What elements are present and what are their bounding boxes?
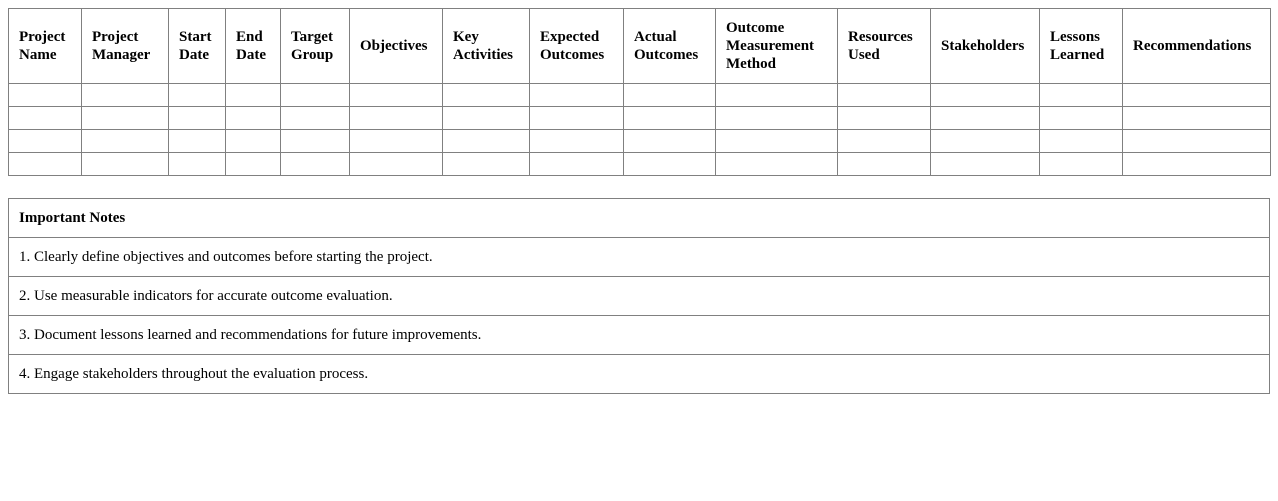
- table-cell: [623, 129, 716, 153]
- column-header: End Date: [225, 8, 281, 84]
- note-item: 2. Use measurable indicators for accurat…: [8, 276, 1270, 316]
- table-cell: [8, 106, 82, 130]
- table-row: [8, 152, 1271, 176]
- table-cell: [837, 83, 931, 107]
- table-cell: [280, 129, 350, 153]
- column-header: Key Activities: [442, 8, 530, 84]
- table-cell: [349, 129, 443, 153]
- table-cell: [837, 106, 931, 130]
- table-cell: [81, 129, 169, 153]
- table-cell: [930, 129, 1040, 153]
- column-header: Target Group: [280, 8, 350, 84]
- column-header: Project Manager: [81, 8, 169, 84]
- table-cell: [442, 152, 530, 176]
- column-header: Expected Outcomes: [529, 8, 624, 84]
- table-cell: [168, 152, 226, 176]
- table-cell: [349, 152, 443, 176]
- note-item: 4. Engage stakeholders throughout the ev…: [8, 354, 1270, 394]
- table-row: [8, 106, 1271, 130]
- column-header: Actual Outcomes: [623, 8, 716, 84]
- table-cell: [1039, 83, 1123, 107]
- table-cell: [529, 129, 624, 153]
- table-cell: [529, 83, 624, 107]
- table-cell: [8, 129, 82, 153]
- table-cell: [442, 83, 530, 107]
- column-header: Project Name: [8, 8, 82, 84]
- table-cell: [529, 106, 624, 130]
- table-row: [8, 129, 1271, 153]
- table-cell: [8, 83, 82, 107]
- column-header: Lessons Learned: [1039, 8, 1123, 84]
- table-cell: [280, 83, 350, 107]
- table-cell: [715, 152, 838, 176]
- evaluation-table: Project Name Project Manager Start Date End…: [8, 8, 1271, 176]
- note-row: 2. Use measurable indicators for accurat…: [8, 276, 1270, 316]
- table-cell: [225, 106, 281, 130]
- table-cell: [349, 83, 443, 107]
- notes-title: Important Notes: [8, 198, 1270, 238]
- table-cell: [81, 83, 169, 107]
- important-notes-table: Important Notes 1. Clearly define object…: [8, 198, 1270, 394]
- column-header: Start Date: [168, 8, 226, 84]
- table-cell: [1122, 106, 1271, 130]
- table-cell: [81, 152, 169, 176]
- table-cell: [168, 83, 226, 107]
- table-cell: [930, 106, 1040, 130]
- table-cell: [81, 106, 169, 130]
- table-cell: [225, 129, 281, 153]
- table-cell: [168, 106, 226, 130]
- table-cell: [8, 152, 82, 176]
- table-cell: [280, 106, 350, 130]
- table-cell: [1039, 129, 1123, 153]
- table-cell: [1039, 152, 1123, 176]
- column-header: Recommendations: [1122, 8, 1271, 84]
- header-row: Project Name Project Manager Start Date End…: [8, 8, 1271, 84]
- table-cell: [623, 152, 716, 176]
- table-cell: [349, 106, 443, 130]
- table-cell: [715, 129, 838, 153]
- note-row: 1. Clearly define objectives and outcome…: [8, 237, 1270, 277]
- column-header: Objectives: [349, 8, 443, 84]
- table-cell: [715, 106, 838, 130]
- table-cell: [623, 83, 716, 107]
- table-cell: [442, 106, 530, 130]
- table-cell: [623, 106, 716, 130]
- table-cell: [168, 129, 226, 153]
- notes-header-row: Important Notes: [8, 198, 1270, 238]
- note-item: 1. Clearly define objectives and outcome…: [8, 237, 1270, 277]
- column-header: Outcome Measurement Method: [715, 8, 838, 84]
- table-cell: [837, 129, 931, 153]
- note-item: 3. Document lessons learned and recommen…: [8, 315, 1270, 355]
- table-cell: [930, 152, 1040, 176]
- column-header: Resources Used: [837, 8, 931, 84]
- table-cell: [1122, 83, 1271, 107]
- table-cell: [715, 83, 838, 107]
- table-cell: [1122, 152, 1271, 176]
- table-cell: [442, 129, 530, 153]
- table-cell: [837, 152, 931, 176]
- table-row: [8, 83, 1271, 107]
- note-row: 4. Engage stakeholders throughout the ev…: [8, 354, 1270, 394]
- table-cell: [1122, 129, 1271, 153]
- table-cell: [225, 152, 281, 176]
- column-header: Stakeholders: [930, 8, 1040, 84]
- table-cell: [930, 83, 1040, 107]
- table-cell: [225, 83, 281, 107]
- note-row: 3. Document lessons learned and recommen…: [8, 315, 1270, 355]
- table-cell: [529, 152, 624, 176]
- table-cell: [280, 152, 350, 176]
- table-cell: [1039, 106, 1123, 130]
